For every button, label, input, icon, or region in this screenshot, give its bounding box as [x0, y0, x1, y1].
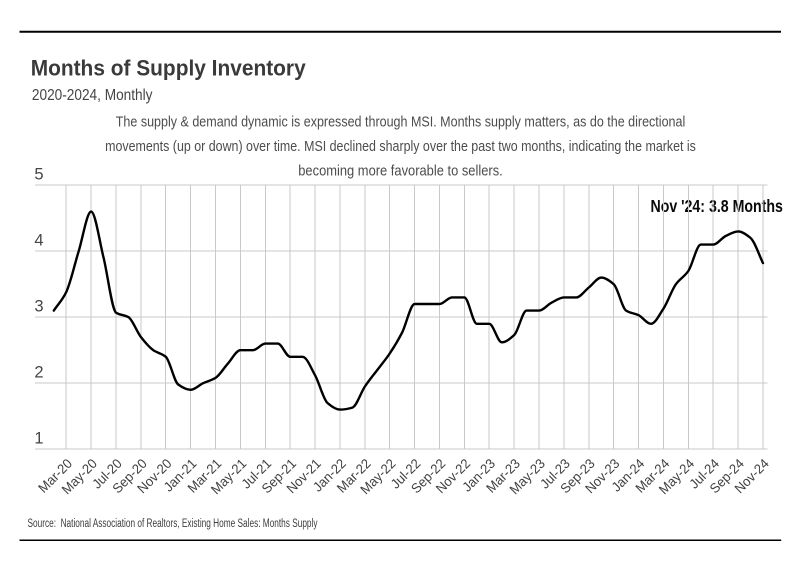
svg-text:1: 1 [34, 429, 43, 448]
svg-text:Source: National Association: Source: National Association of Realtors… [28, 518, 318, 530]
svg-text:5: 5 [34, 165, 43, 184]
svg-text:Nov '24: 3.8 Months: Nov '24: 3.8 Months [651, 196, 784, 216]
svg-text:Months of Supply Inventory: Months of Supply Inventory [31, 55, 307, 80]
svg-text:4: 4 [34, 231, 43, 250]
svg-text:The supply & demand dynamic is: The supply & demand dynamic is expressed… [116, 114, 686, 130]
svg-text:movements (up or down) over ti: movements (up or down) over time. MSI de… [105, 139, 696, 155]
svg-text:2: 2 [34, 363, 43, 382]
svg-text:2020-2024, Monthly: 2020-2024, Monthly [32, 87, 153, 104]
svg-text:becoming more favorable to sel: becoming more favorable to sellers. [298, 164, 503, 180]
svg-text:3: 3 [34, 297, 43, 316]
